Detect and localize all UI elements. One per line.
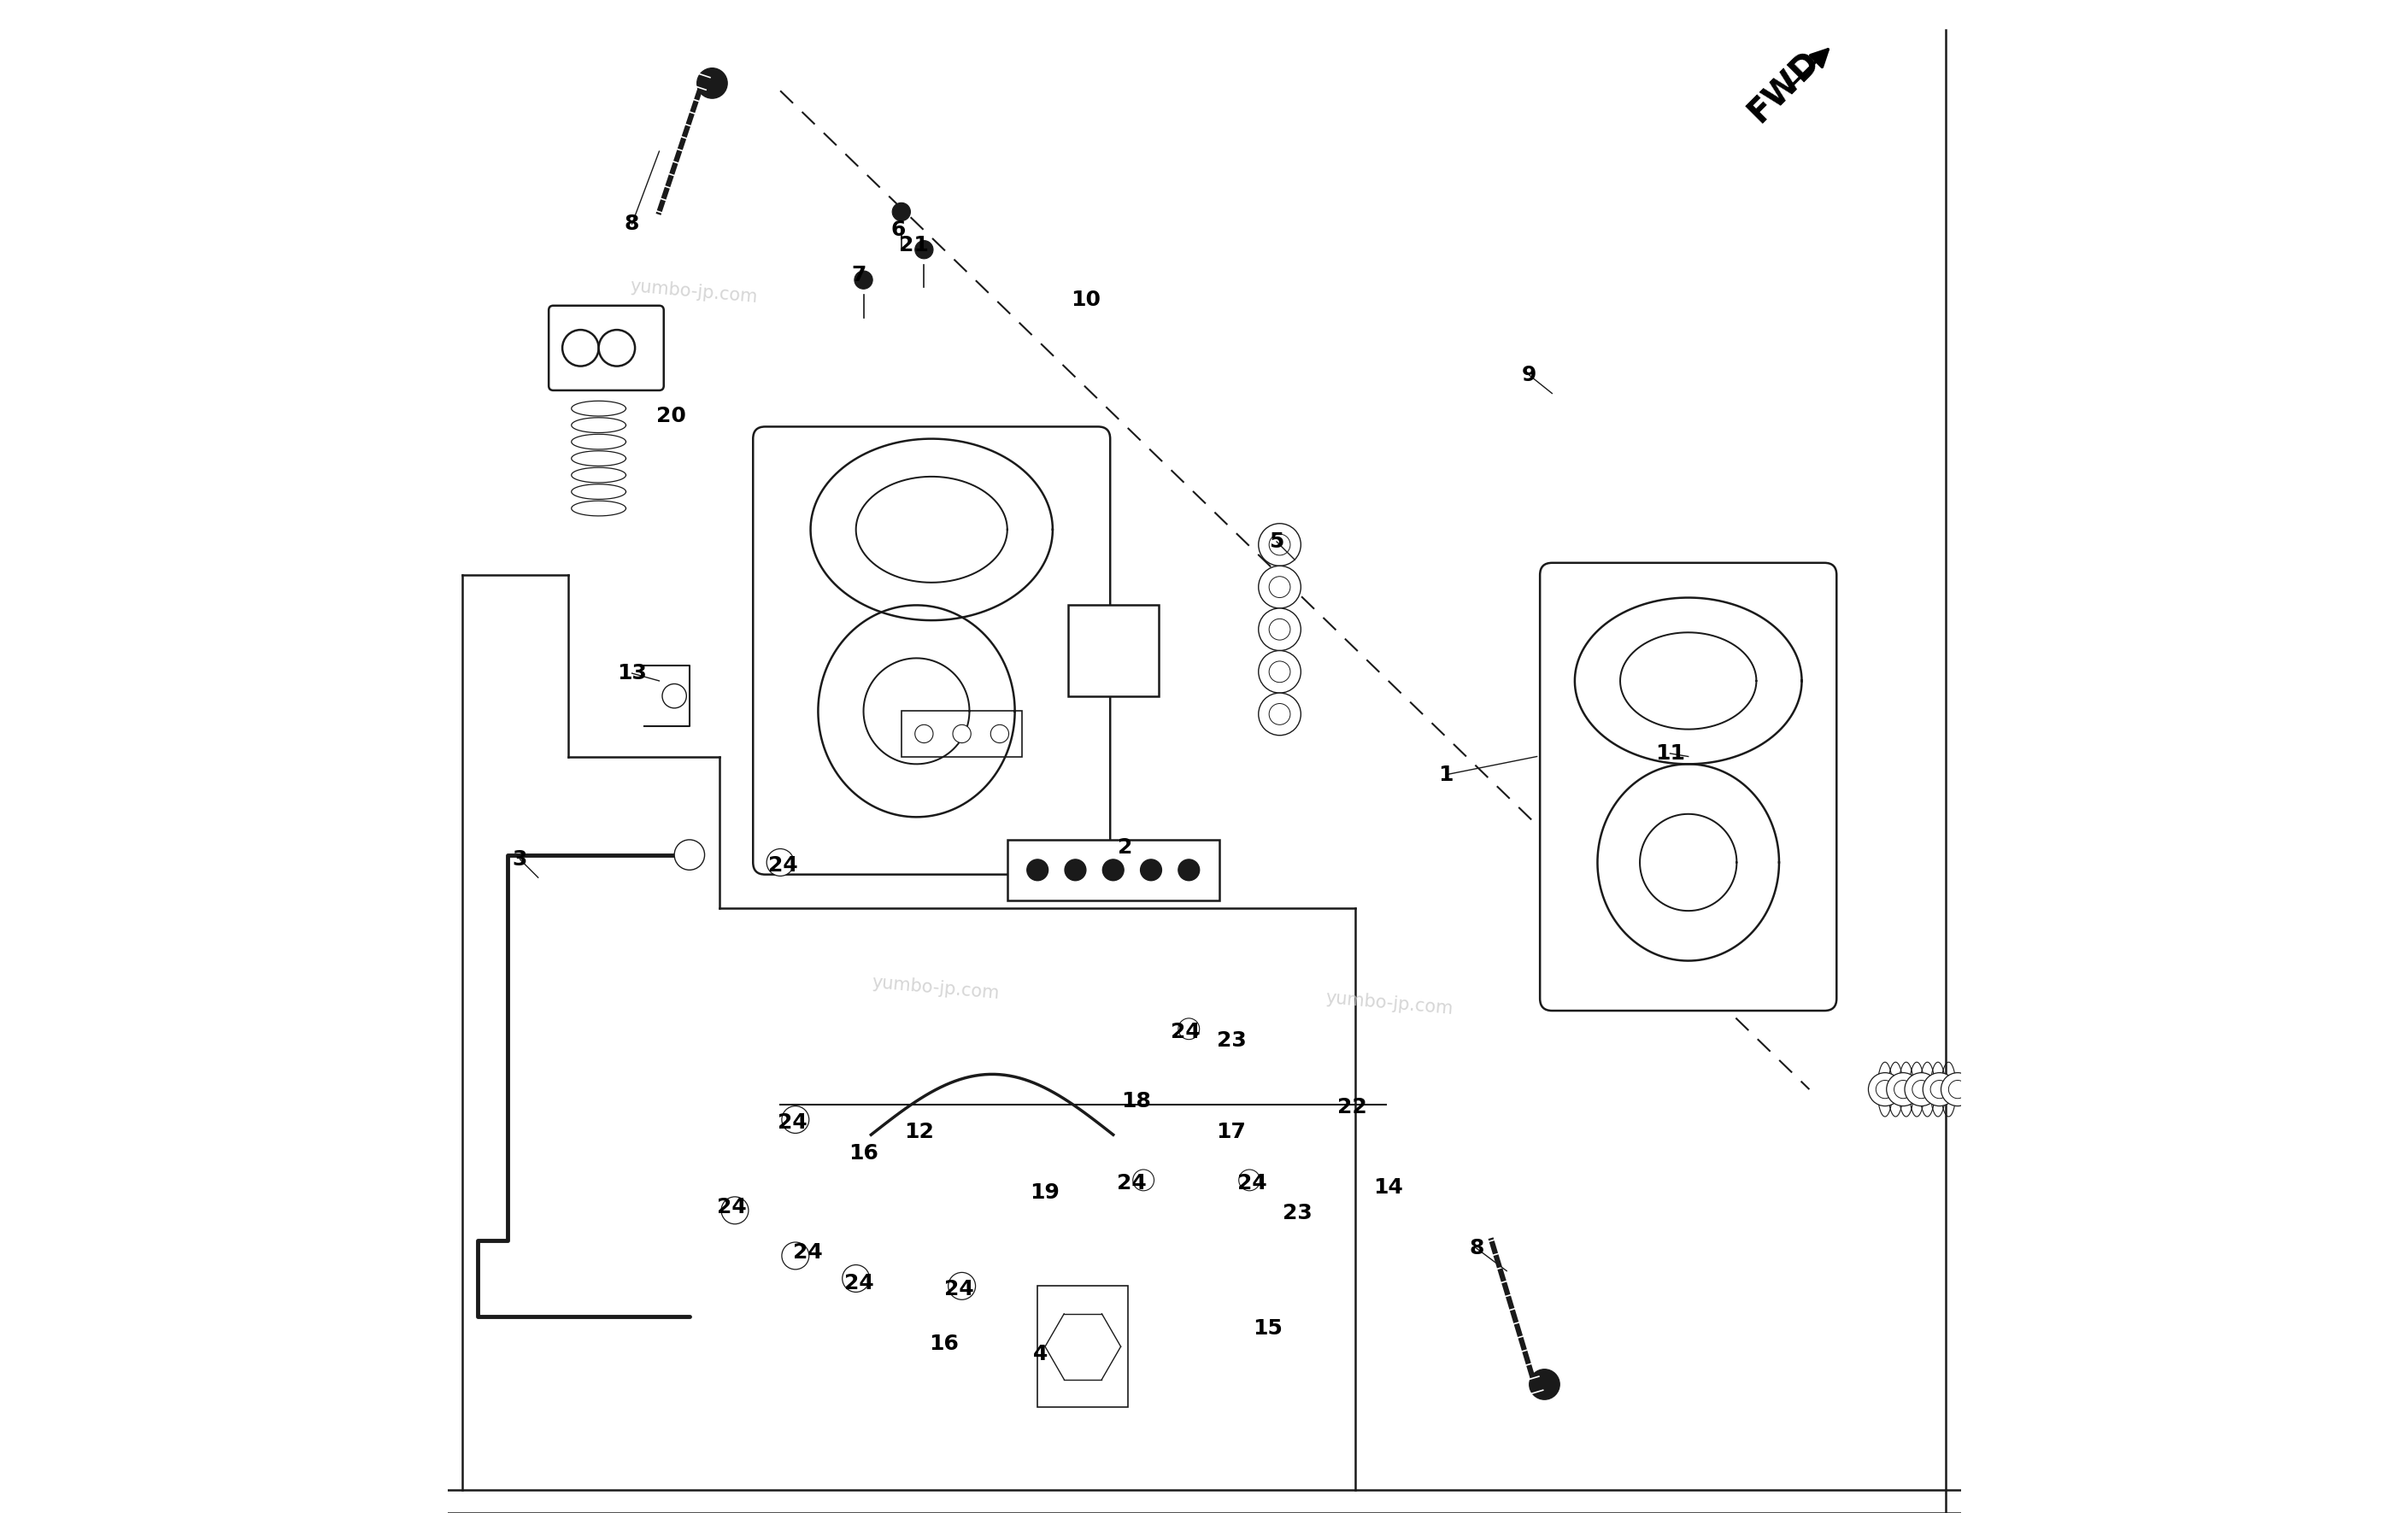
- Bar: [901, 711, 1023, 756]
- Text: 8: 8: [1469, 1238, 1483, 1259]
- Text: 4: 4: [1033, 1344, 1047, 1365]
- Text: 24: 24: [1170, 1021, 1202, 1042]
- Text: 17: 17: [1216, 1121, 1247, 1142]
- Text: 14: 14: [1373, 1177, 1404, 1198]
- Bar: [1067, 605, 1158, 696]
- Text: 24: 24: [778, 1112, 807, 1133]
- Circle shape: [1269, 619, 1291, 640]
- Text: FWD: FWD: [1741, 44, 1825, 129]
- Text: 23: 23: [1283, 1203, 1312, 1224]
- Text: yumbo-jp.com: yumbo-jp.com: [1324, 990, 1454, 1017]
- Text: 22: 22: [1336, 1097, 1368, 1118]
- Text: 24: 24: [1117, 1173, 1146, 1194]
- Circle shape: [1259, 566, 1300, 608]
- Circle shape: [1269, 704, 1291, 725]
- Text: 2: 2: [1117, 837, 1132, 858]
- Text: 19: 19: [1031, 1182, 1060, 1203]
- Circle shape: [1912, 1080, 1931, 1098]
- Circle shape: [1259, 523, 1300, 566]
- Text: 24: 24: [718, 1197, 746, 1218]
- Text: 16: 16: [929, 1333, 958, 1354]
- Circle shape: [1259, 608, 1300, 651]
- Circle shape: [662, 684, 686, 708]
- Bar: [1038, 1286, 1129, 1407]
- Circle shape: [843, 1265, 869, 1292]
- Text: 24: 24: [768, 855, 797, 876]
- Circle shape: [1026, 859, 1047, 881]
- Circle shape: [1259, 693, 1300, 735]
- Circle shape: [1931, 1080, 1948, 1098]
- Text: 11: 11: [1654, 743, 1686, 764]
- Circle shape: [893, 203, 910, 221]
- Circle shape: [949, 1272, 975, 1300]
- Circle shape: [1885, 1073, 1919, 1106]
- Circle shape: [1924, 1073, 1955, 1106]
- Circle shape: [1269, 576, 1291, 598]
- Circle shape: [600, 330, 636, 366]
- Circle shape: [563, 330, 600, 366]
- Text: 15: 15: [1252, 1318, 1283, 1339]
- FancyBboxPatch shape: [1541, 563, 1837, 1011]
- Polygon shape: [811, 439, 1052, 620]
- Polygon shape: [819, 605, 1014, 817]
- Circle shape: [1178, 859, 1199, 881]
- Text: yumbo-jp.com: yumbo-jp.com: [628, 278, 759, 306]
- Text: yumbo-jp.com: yumbo-jp.com: [872, 974, 999, 1002]
- Text: 12: 12: [905, 1121, 934, 1142]
- Circle shape: [1141, 859, 1161, 881]
- Text: 24: 24: [1238, 1173, 1267, 1194]
- Circle shape: [1895, 1080, 1912, 1098]
- Text: 5: 5: [1269, 531, 1283, 552]
- Polygon shape: [1575, 598, 1801, 764]
- Circle shape: [915, 725, 934, 743]
- Text: 16: 16: [848, 1142, 879, 1163]
- Circle shape: [915, 241, 934, 259]
- Circle shape: [674, 840, 706, 870]
- Text: 20: 20: [657, 405, 686, 427]
- Circle shape: [1238, 1170, 1259, 1191]
- Circle shape: [990, 725, 1009, 743]
- Text: 24: 24: [845, 1272, 874, 1294]
- Text: 1: 1: [1438, 764, 1454, 785]
- Text: 21: 21: [898, 235, 929, 256]
- Circle shape: [766, 849, 795, 876]
- Text: 23: 23: [1216, 1030, 1245, 1052]
- Circle shape: [1529, 1369, 1560, 1400]
- Circle shape: [1941, 1073, 1975, 1106]
- Text: 24: 24: [944, 1278, 973, 1300]
- Circle shape: [1103, 859, 1125, 881]
- Circle shape: [1132, 1170, 1153, 1191]
- Text: 13: 13: [616, 663, 648, 684]
- Circle shape: [783, 1106, 809, 1133]
- Bar: [1007, 840, 1218, 900]
- Circle shape: [696, 68, 727, 98]
- Circle shape: [722, 1197, 749, 1224]
- Text: 8: 8: [624, 213, 641, 235]
- Text: 18: 18: [1122, 1091, 1151, 1112]
- Circle shape: [783, 1242, 809, 1269]
- Circle shape: [1876, 1080, 1895, 1098]
- Text: 24: 24: [792, 1242, 824, 1263]
- Circle shape: [1269, 534, 1291, 555]
- Polygon shape: [1597, 764, 1780, 961]
- Circle shape: [1259, 651, 1300, 693]
- Circle shape: [1869, 1073, 1902, 1106]
- FancyBboxPatch shape: [549, 306, 665, 390]
- Circle shape: [1948, 1080, 1967, 1098]
- FancyBboxPatch shape: [754, 427, 1110, 875]
- Circle shape: [855, 271, 872, 289]
- Text: 9: 9: [1522, 365, 1536, 386]
- Circle shape: [1905, 1073, 1938, 1106]
- Text: 7: 7: [852, 265, 867, 286]
- Text: 10: 10: [1072, 289, 1100, 310]
- Circle shape: [1064, 859, 1086, 881]
- Text: 6: 6: [891, 219, 905, 241]
- Text: 3: 3: [513, 849, 527, 870]
- Circle shape: [1269, 661, 1291, 682]
- Circle shape: [954, 725, 970, 743]
- Circle shape: [1178, 1018, 1199, 1039]
